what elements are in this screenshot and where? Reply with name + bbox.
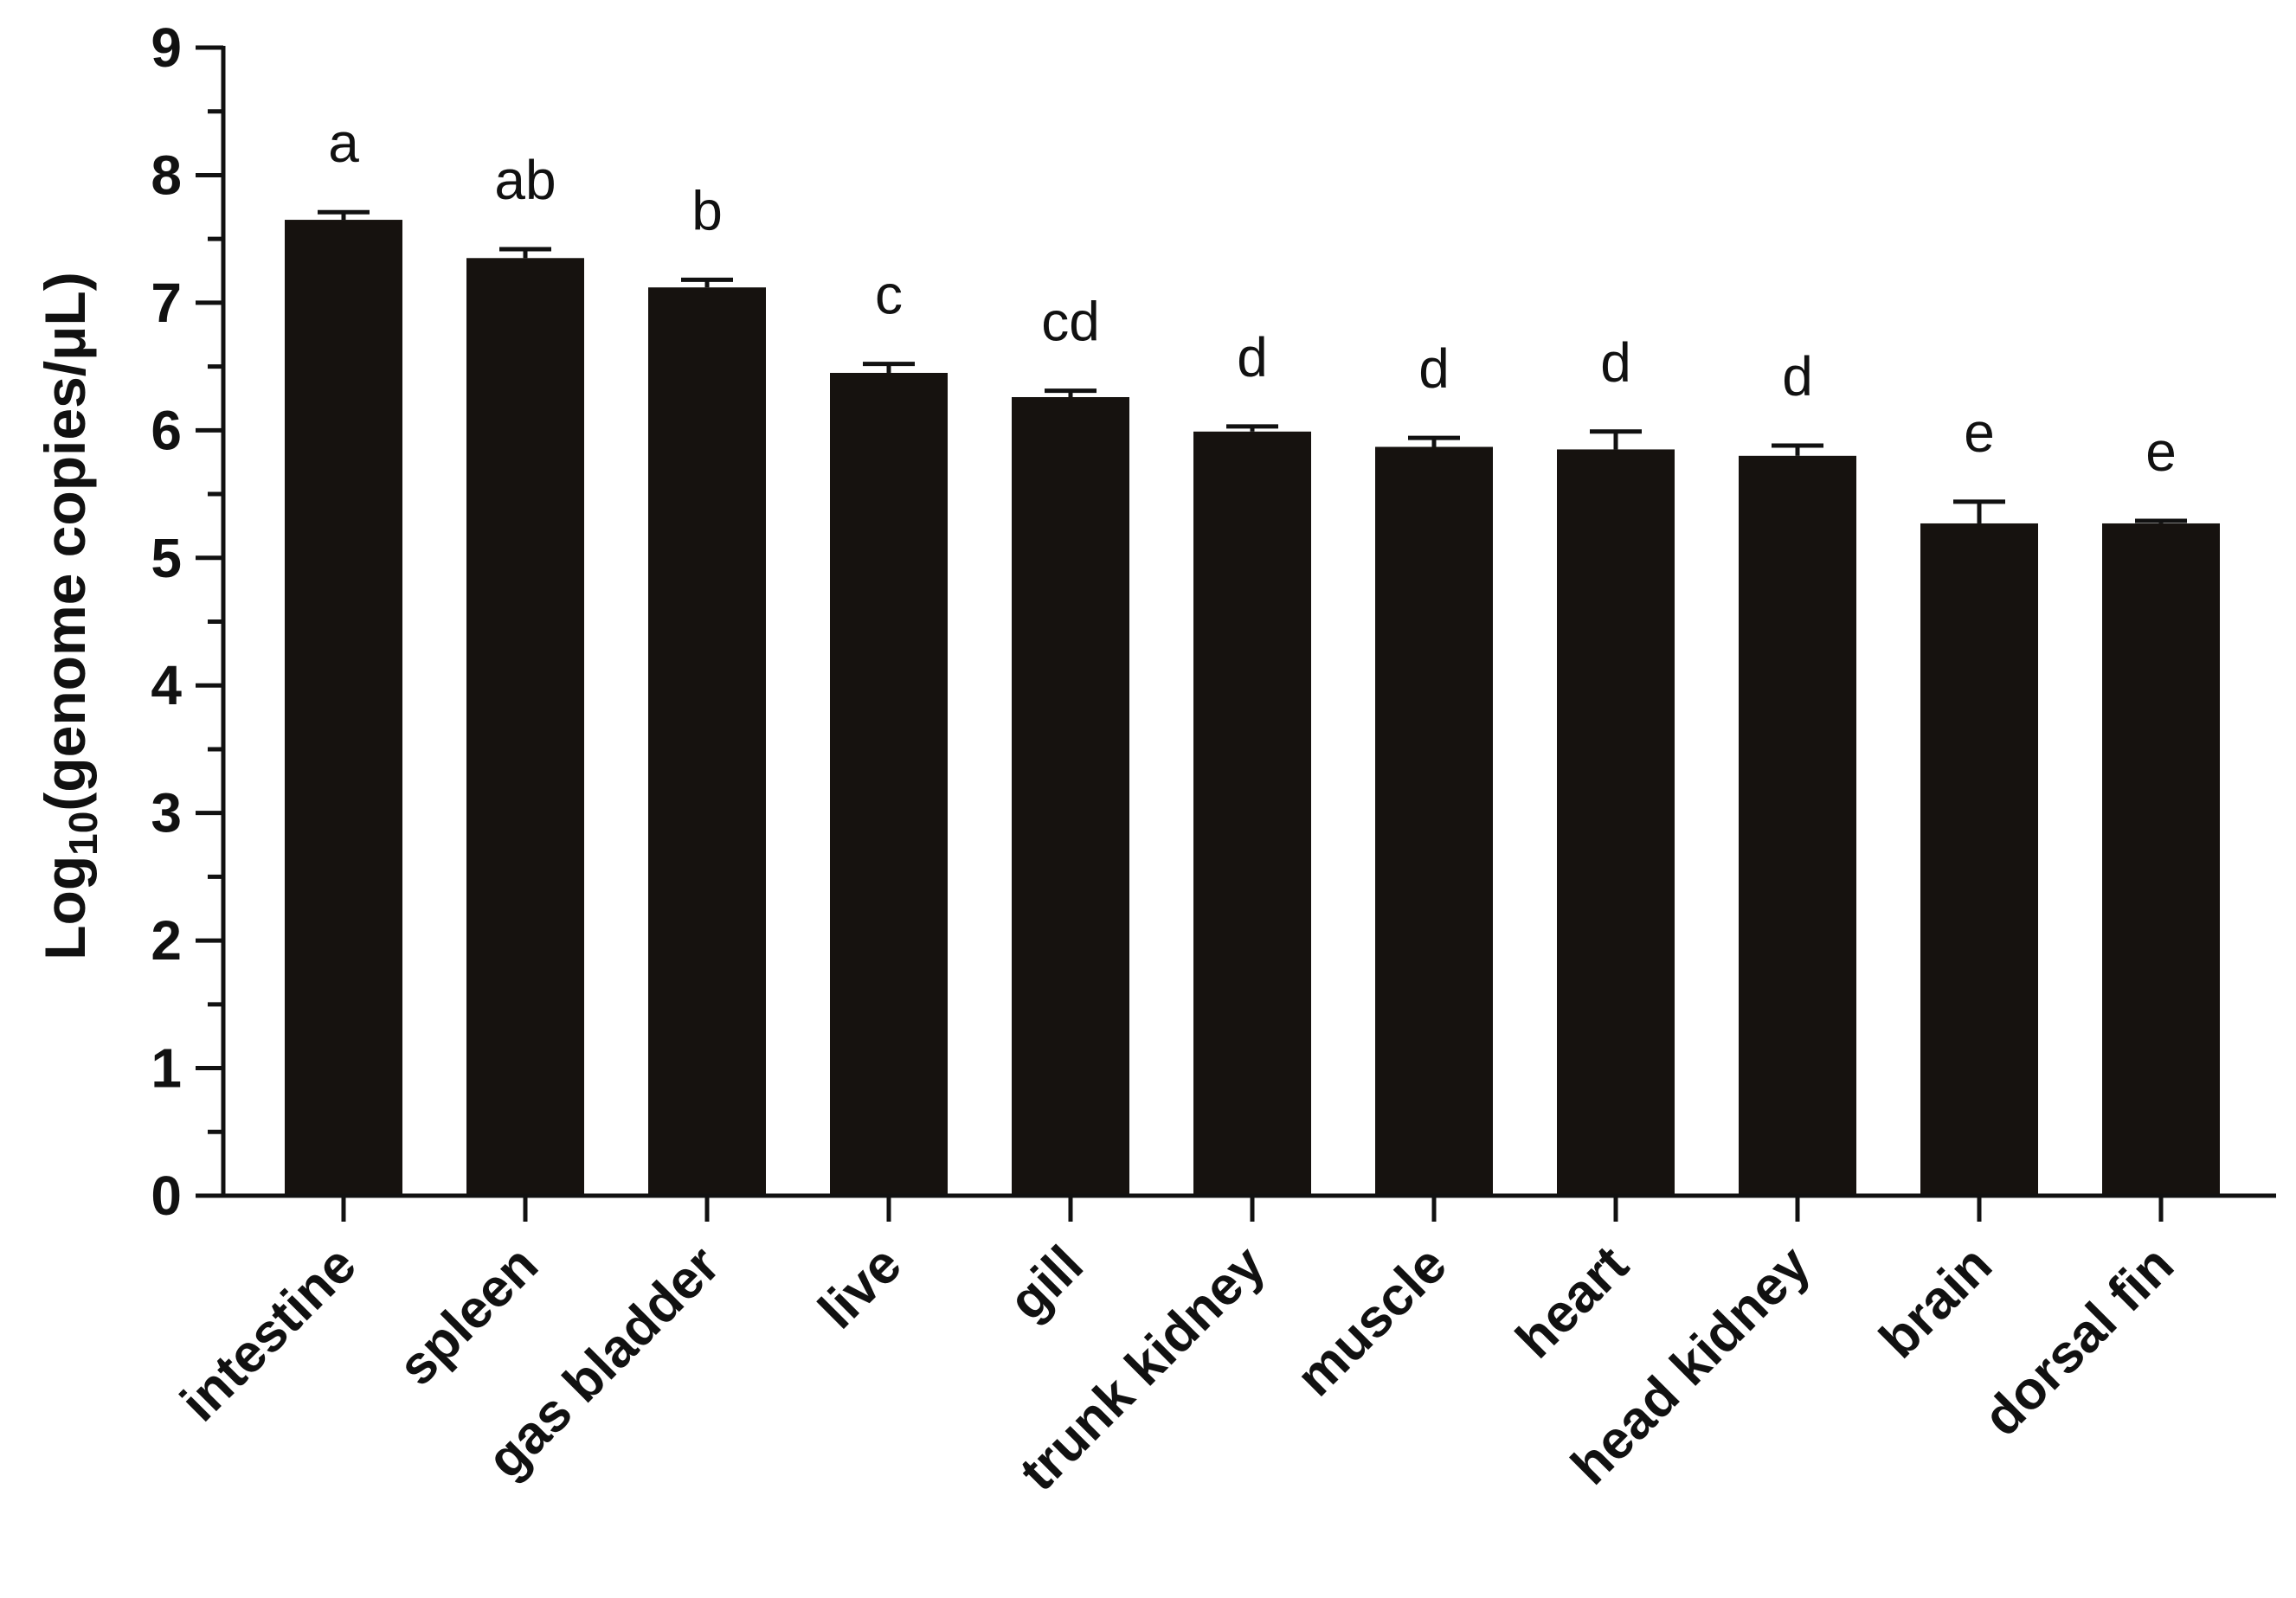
y-axis-title-suffix: (genome copies/μL)	[33, 272, 97, 811]
bar-live	[830, 372, 948, 1196]
error-bar-spleen	[499, 247, 551, 259]
y-tick-label: 7	[151, 272, 182, 334]
significance-label: e	[1964, 401, 1995, 464]
y-tick-label: 3	[151, 782, 182, 844]
error-bar-gas-bladder	[681, 277, 733, 288]
significance-label: cd	[1041, 291, 1100, 353]
error-bar-dorsal-fin	[2135, 518, 2187, 523]
bar-spleen	[466, 258, 584, 1196]
y-axis-title: Log10(genome copies/μL)	[33, 272, 106, 960]
x-tick-label: dorsal fin	[1972, 1235, 2185, 1447]
x-tick-label: live	[807, 1235, 913, 1340]
bar-brain	[1920, 523, 2038, 1196]
y-axis-title-prefix: Log	[33, 856, 97, 960]
error-bar-intestine	[318, 209, 370, 221]
bars	[285, 220, 2220, 1197]
bar-gill	[1012, 396, 1129, 1196]
error-bar-gill	[1045, 388, 1097, 397]
significance-label: e	[2145, 420, 2177, 483]
bar-dorsal-fin	[2102, 523, 2220, 1196]
y-axis-title-subscript: 10	[61, 812, 106, 856]
y-tick-label: 2	[151, 909, 182, 972]
significance-label: b	[691, 179, 723, 241]
y-tick-label: 1	[151, 1037, 182, 1100]
error-bar-heart	[1590, 429, 1642, 450]
x-tick-label: muscle	[1285, 1235, 1458, 1408]
x-tick-label: intestine	[170, 1235, 368, 1433]
bar-muscle	[1375, 446, 1493, 1196]
significance-label: d	[1782, 345, 1813, 408]
bar-intestine	[285, 220, 402, 1196]
x-tick-label: gill	[998, 1235, 1095, 1332]
bar-trunk-kidney	[1193, 431, 1311, 1197]
error-bar-brain	[1953, 499, 2005, 523]
bar-head-kidney	[1739, 455, 1856, 1196]
error-bar-live	[863, 362, 915, 373]
y-tick-label: 6	[151, 399, 182, 461]
y-tick-label: 0	[151, 1165, 182, 1227]
y-tick-label: 5	[151, 527, 182, 589]
x-tick-label: spleen	[387, 1235, 550, 1397]
significance-label: a	[328, 112, 359, 174]
error-bar-muscle	[1408, 435, 1460, 447]
significance-label: d	[1418, 337, 1450, 400]
y-tick-label: 4	[151, 654, 182, 716]
x-tick-label: heart	[1505, 1235, 1640, 1370]
y-tick-label: 9	[151, 16, 182, 79]
bar-gas-bladder	[648, 287, 766, 1196]
significance-label: d	[1237, 326, 1268, 388]
significance-label: d	[1600, 331, 1631, 394]
y-tick-label: 8	[151, 144, 182, 206]
axes	[196, 45, 2276, 1222]
x-tick-label: brain	[1868, 1235, 2003, 1370]
significance-label: ab	[494, 149, 556, 211]
error-bars	[318, 209, 2187, 523]
error-bar-head-kidney	[1772, 443, 1823, 456]
error-bar-trunk-kidney	[1226, 424, 1278, 432]
significance-label: c	[875, 264, 903, 326]
bar-heart	[1557, 449, 1675, 1196]
